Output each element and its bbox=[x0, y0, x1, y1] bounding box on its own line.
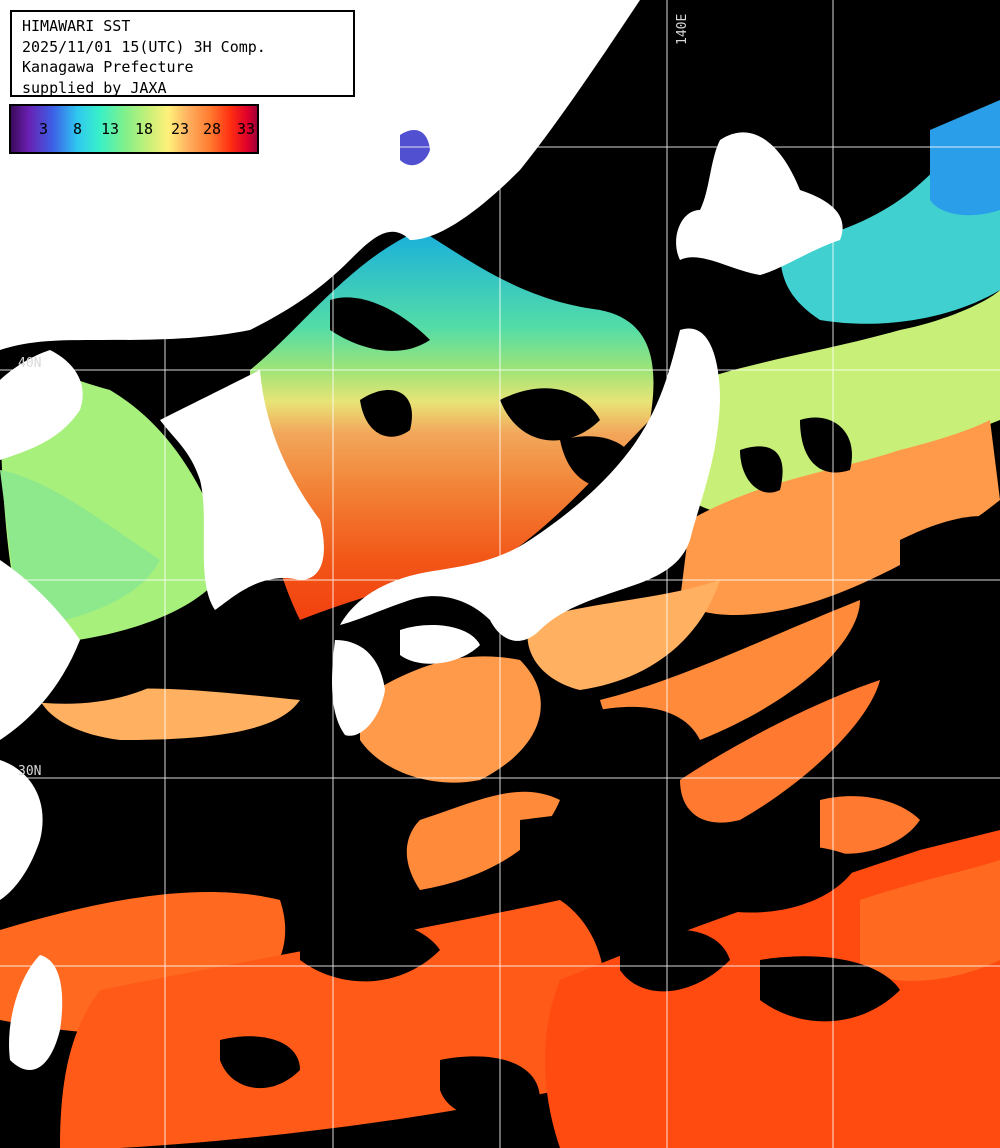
date-line: 2025/11/01 15(UTC) 3H Comp. bbox=[22, 37, 266, 56]
scale-tick-label: 3 bbox=[39, 120, 49, 138]
scale-tick-label: 23 bbox=[171, 120, 190, 138]
lat-40-label: 40N bbox=[18, 356, 41, 371]
scale-tick-label: 8 bbox=[73, 120, 83, 138]
region-line: Kanagawa Prefecture bbox=[22, 58, 194, 76]
product-title: HIMAWARI SST bbox=[22, 17, 131, 35]
title-box: HIMAWARI SST 2025/11/01 15(UTC) 3H Comp.… bbox=[10, 10, 355, 97]
lon-140-label: 140E bbox=[675, 14, 690, 45]
scale-tick-label: 18 bbox=[135, 120, 154, 138]
lat-30-label: 30N bbox=[18, 764, 41, 779]
scale-tick-label: 13 bbox=[101, 120, 120, 138]
scale-tick-label: 33 bbox=[237, 120, 256, 138]
color-scale-bar: 3 8 13 18 23 28 33 bbox=[9, 104, 259, 154]
cloud-blobs bbox=[0, 297, 1000, 1119]
source-line: supplied by JAXA bbox=[22, 78, 167, 97]
scale-tick-label: 28 bbox=[203, 120, 222, 138]
